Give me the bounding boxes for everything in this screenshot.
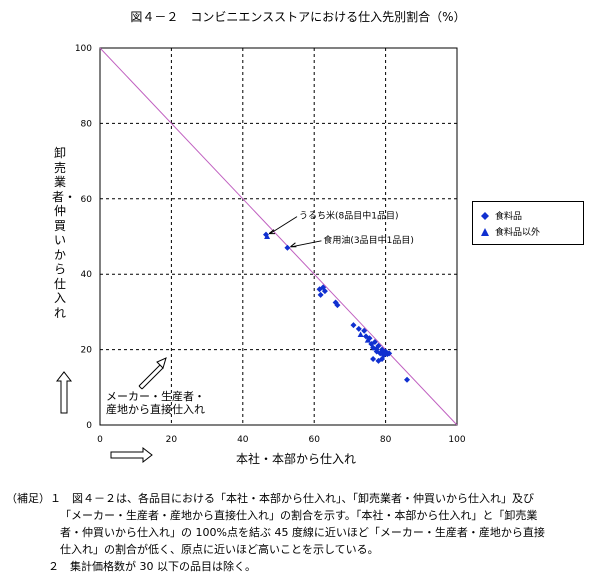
- annotation-label: 食用油(3品目中1品目): [323, 234, 413, 246]
- y-tick-label: 0: [86, 421, 92, 431]
- footnote-line: 「メーカー・生産者・産地から直接仕入れ」の割合を示す。「本社・本部から仕入れ」と…: [60, 509, 538, 522]
- grid-lines: [100, 48, 457, 425]
- y-tick-label: 60: [81, 195, 93, 205]
- footnote-line: 仕入れ」の割合が低く、原点に近いほど高いことを示している。: [60, 543, 379, 556]
- diamond-marker-icon: [481, 211, 489, 220]
- data-point-diamond: [370, 356, 377, 363]
- y-tick-label: 100: [75, 44, 92, 54]
- y-tick-label: 40: [81, 270, 93, 280]
- origin-direction-arrow: [138, 357, 167, 390]
- data-point-diamond: [284, 244, 291, 251]
- annotation-label: うるち米(8品目中1品目): [299, 210, 398, 222]
- data-point-diamond: [386, 350, 393, 357]
- x-tick-label: 40: [237, 435, 249, 445]
- data-point-triangle: [364, 337, 371, 343]
- data-point-diamond: [355, 325, 362, 332]
- legend-item-non-food: 食料品以外: [481, 225, 540, 238]
- y-axis-label: 卸売業者・仲買いから仕入れ: [52, 146, 77, 320]
- legend: 食料品 食料品以外: [472, 201, 584, 245]
- y-axis-ticks: 0 20 40 60 80 100: [75, 44, 92, 431]
- y-tick-label: 80: [81, 119, 93, 129]
- reference-45-degree-line: [99, 47, 458, 426]
- annotation-leader-line: [269, 216, 298, 235]
- data-point-diamond: [334, 302, 341, 309]
- footnote-line: ２ 集計価格数が 30 以下の品目は除く。: [48, 560, 256, 573]
- point-annotations: うるち米(8品目中1品目) 食用油(3品目中1品目): [268, 210, 414, 248]
- legend-item-food: 食料品: [481, 209, 522, 222]
- data-point-triangle: [373, 344, 380, 351]
- footnote: （補足）１ 図４－２は、各品目における「本社・本部から仕入れ」、「卸売業者・仲買…: [6, 490, 592, 575]
- chart-title: 図４－２ コンビニエンスストアにおける仕入先別割合（%）: [130, 10, 466, 24]
- legend-label: 食料品: [495, 212, 523, 222]
- x-tick-label: 80: [380, 435, 392, 445]
- data-point-triangle: [380, 348, 387, 354]
- origin-label-line: 産地から直接仕入れ: [106, 403, 205, 416]
- data-point-diamond: [317, 291, 324, 298]
- data-point-diamond: [379, 356, 386, 363]
- data-points: [263, 231, 411, 383]
- legend-label: 食料品以外: [495, 228, 541, 238]
- y-tick-label: 20: [81, 346, 93, 356]
- x-tick-label: 0: [97, 435, 103, 445]
- x-tick-label: 20: [166, 435, 178, 445]
- annotation-arrowhead: [290, 242, 297, 248]
- origin-direction-label: メーカー・生産者・ 産地から直接仕入れ: [106, 390, 226, 416]
- y-direction-arrow: [55, 371, 73, 414]
- footnote-line: （補足）１ 図４－２は、各品目における「本社・本部から仕入れ」、「卸売業者・仲買…: [6, 492, 534, 505]
- data-point-diamond: [320, 284, 327, 291]
- x-direction-arrow: [110, 446, 153, 464]
- x-axis-label: 本社・本部から仕入れ: [235, 452, 356, 466]
- data-point-diamond: [371, 339, 378, 346]
- data-point-diamond: [350, 322, 357, 329]
- data-point-triangle: [264, 233, 271, 239]
- data-point-diamond: [361, 327, 368, 334]
- data-point-triangle: [357, 331, 364, 338]
- x-axis-ticks: 0 20 40 60 80 100: [97, 435, 466, 445]
- data-point-diamond: [404, 376, 411, 383]
- origin-label-line: メーカー・生産者・: [106, 390, 205, 403]
- annotation-leader-line: [291, 240, 322, 248]
- x-tick-label: 100: [448, 435, 465, 445]
- annotation-arrowhead: [268, 229, 276, 235]
- footnote-line: 者・仲買いから仕入れ」の 100%点を結ぶ 45 度線に近いほど「メーカー・生産…: [60, 526, 545, 539]
- triangle-marker-icon: [481, 227, 489, 236]
- x-tick-label: 60: [308, 435, 320, 445]
